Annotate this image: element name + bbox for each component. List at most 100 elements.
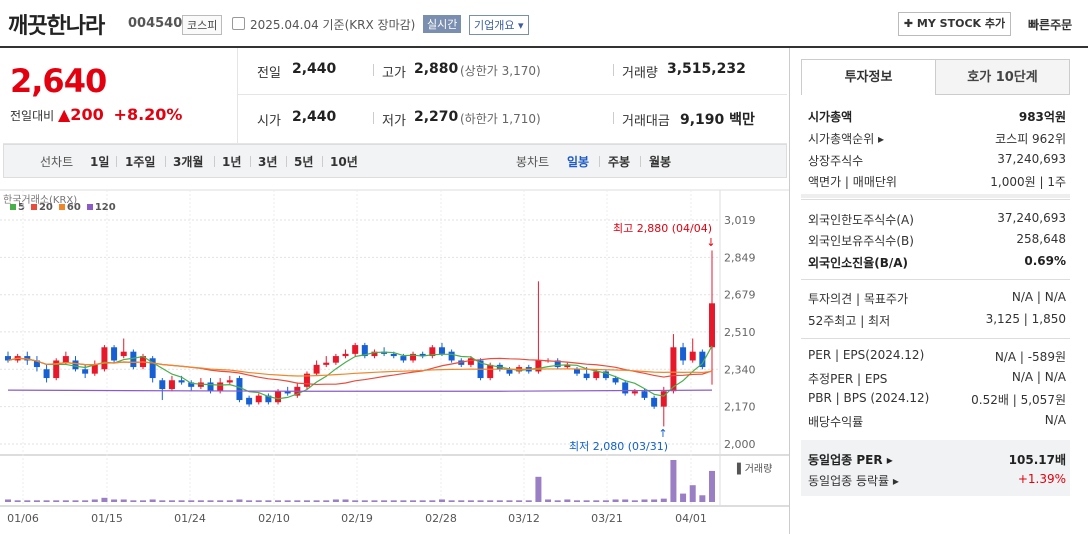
quick-order-link[interactable]: 빠른주문 — [1028, 18, 1073, 32]
period-5y[interactable]: 5년 — [294, 155, 314, 169]
ma-line-120 — [7, 389, 713, 392]
invest-label: 액면가 | 매매단위 — [808, 175, 897, 189]
candle-body — [275, 391, 282, 403]
candle-body — [631, 391, 638, 394]
change-pct: +8.20% — [113, 105, 183, 124]
candle-body — [24, 356, 31, 361]
volume-bar — [554, 500, 561, 502]
low-annotation: 최저 2,080 (03/31) — [569, 440, 668, 453]
invest-label: 추정PER | EPS — [808, 372, 888, 386]
candle-body — [188, 382, 195, 387]
volume-bar — [564, 499, 571, 502]
candle-body — [660, 391, 667, 407]
period-3y[interactable]: 3년 — [258, 155, 278, 169]
invest-row: 시가총액순위 ▸ 코스피 962위 — [808, 130, 1066, 150]
candle-body — [265, 395, 272, 403]
volume-bar — [323, 500, 330, 502]
invest-value: 3,125 | 1,850 — [985, 312, 1066, 326]
stock-name: 깨끗한나라 — [8, 14, 105, 39]
invest-value: 0.69% — [1024, 254, 1066, 268]
volume-bar — [622, 499, 629, 502]
volume-bar — [699, 495, 706, 502]
ma-legend: 5 20 60 120 — [10, 202, 122, 213]
add-mystock-button[interactable]: ✚ MY STOCK 추가 — [898, 12, 1011, 36]
candle-body — [82, 369, 89, 374]
line-chart-label: 선차트 — [40, 155, 74, 169]
volume-bar — [516, 500, 523, 502]
volume-bar — [680, 493, 687, 502]
candle-body — [236, 378, 243, 401]
invest-row: 동일업종 PER ▸ 105.17배 — [808, 451, 1066, 471]
candle-body — [593, 371, 600, 379]
invest-row: PER | EPS(2024.12) N/A | -589원 — [808, 348, 1066, 368]
volume-bar — [660, 498, 667, 502]
period-1y[interactable]: 1년 — [222, 155, 242, 169]
change-label: 전일대비 — [10, 109, 55, 123]
invest-label: 시가총액 — [808, 110, 853, 124]
candle-body — [149, 358, 156, 379]
period-10y[interactable]: 10년 — [330, 155, 358, 169]
invest-value: N/A | N/A — [1011, 370, 1066, 384]
x-tick-label: 03/12 — [508, 512, 540, 525]
company-overview-button[interactable]: 기업개요 ▾ — [469, 15, 529, 35]
price-change: 전일대비 ▲200 +8.20% — [10, 105, 182, 124]
volume-bar — [477, 500, 484, 502]
trade-value-label: 거래대금 — [622, 114, 670, 129]
up-arrow-icon: ↑ — [658, 427, 667, 440]
volume-bar — [689, 485, 696, 502]
invest-row: 동일업종 등락률 ▸ +1.39% — [808, 472, 1066, 492]
tab-invest-info[interactable]: 투자정보 — [801, 59, 936, 95]
volume-bar — [496, 500, 503, 502]
volume-bar — [62, 500, 69, 502]
volume-bar — [651, 499, 658, 502]
y-tick-label: 2,849 — [724, 251, 756, 264]
low-value: 2,270 — [414, 109, 459, 125]
y-tick-label: 2,000 — [724, 438, 756, 451]
x-tick-label: 02/10 — [258, 512, 290, 525]
invest-value: 37,240,693 — [997, 152, 1066, 166]
candle-body — [332, 356, 339, 363]
invest-row: 시가총액 983억원 — [808, 108, 1066, 128]
invest-label: PBR | BPS (2024.12) — [808, 391, 930, 405]
candle-body — [178, 380, 185, 383]
volume-bar — [255, 500, 262, 502]
volume-bar — [631, 500, 638, 502]
ma-line-5 — [7, 345, 713, 400]
candle-monthly[interactable]: 월봉 — [649, 155, 672, 169]
invest-row: 외국인소진율(B/A) 0.69% — [808, 254, 1066, 274]
x-tick-label: 02/19 — [341, 512, 373, 525]
invest-value: 258,648 — [1016, 232, 1066, 246]
candle-body — [101, 347, 108, 370]
period-1w[interactable]: 1주일 — [125, 155, 156, 169]
volume-bar — [545, 499, 552, 502]
period-3m[interactable]: 3개월 — [173, 155, 204, 169]
candle-body — [651, 397, 658, 407]
invest-row: 52주최고 | 최저 3,125 | 1,850 — [808, 312, 1066, 332]
stock-header: 깨끗한나라 004540 코스피 2025.04.04 기준(KRX 장마감) … — [0, 0, 1088, 48]
invest-label: 투자의견 | 목표주가 — [808, 292, 908, 306]
candle-body — [323, 362, 330, 365]
candle-daily[interactable]: 일봉 — [567, 155, 590, 169]
invest-row: 투자의견 | 목표주가 N/A | N/A — [808, 290, 1066, 310]
invest-label: 동일업종 PER ▸ — [808, 453, 893, 467]
candle-weekly[interactable]: 주봉 — [608, 155, 631, 169]
realtime-badge[interactable]: 실시간 — [423, 15, 462, 33]
volume-bar — [390, 500, 397, 502]
volume-bar — [5, 499, 11, 502]
candle-body — [680, 347, 687, 361]
candle-body — [467, 358, 474, 365]
period-1d[interactable]: 1일 — [90, 155, 110, 169]
tab-orderbook[interactable]: 호가 10단계 — [935, 59, 1070, 95]
market-tag: 코스피 — [182, 15, 223, 35]
candle-chart-label: 봉차트 — [516, 155, 550, 169]
y-tick-label: 2,679 — [724, 289, 756, 302]
invest-value: 1,000원 | 1주 — [990, 175, 1066, 189]
invest-row: 배당수익률 N/A — [808, 413, 1066, 433]
invest-value: N/A | N/A — [1011, 290, 1066, 304]
volume-bar — [525, 500, 532, 502]
price-chart[interactable]: 3,019 2,849 2,679 2,510 2,340 2,170 2,000 01/06… — [0, 180, 790, 534]
volume-bar — [294, 500, 301, 502]
volume-bar — [168, 500, 175, 502]
lower-limit: (하한가 1,710) — [460, 112, 541, 126]
candle-body — [622, 382, 629, 394]
